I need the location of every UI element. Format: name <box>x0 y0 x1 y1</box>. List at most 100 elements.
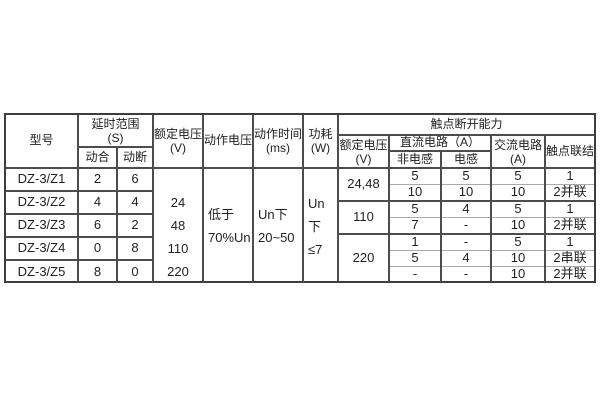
header-rated-voltage-right-unit: (V) <box>355 151 372 166</box>
voltage-group-cell: 110 <box>338 199 389 234</box>
table-row: DZ-3/Z2 4 4 <box>5 190 337 214</box>
header-ac-circuit-unit: (A) <box>510 151 526 166</box>
table-row: 220 1 - 5 1 <box>338 232 595 283</box>
spec-table-left-section: 型号 延时范围 (S) 额定电压 (V) 动作电压 动作时间 (ms) <box>5 114 339 283</box>
rated-voltage-values-cell: 24 48 110 220 <box>152 167 204 283</box>
nc-delay-cell: 2 <box>115 213 154 237</box>
operate-voltage-cell: 低于 70%Un <box>202 167 254 283</box>
contact-connection-cell: 2串联 <box>543 249 595 267</box>
header-delay-range-unit: (S) <box>107 130 124 145</box>
contact-connection-cell: 2并联 <box>543 183 595 201</box>
header-contact-connection: 触点联结 <box>543 134 595 168</box>
voltage-group-cell: 24,48 <box>338 167 389 201</box>
rated-voltage-value: 220 <box>167 264 189 279</box>
relay-spec-table: 型号 延时范围 (S) 额定电压 (V) 动作电压 动作时间 (ms) <box>4 113 596 283</box>
rated-voltage-stack: 24 48 110 220 <box>155 191 202 283</box>
table-row: 24,48 5 5 5 1 <box>338 166 595 201</box>
operate-voltage-line: 70%Un <box>208 230 251 245</box>
header-normally-closed: 动断 <box>115 146 154 168</box>
header-delay-range-label: 延时范围 <box>91 116 140 131</box>
header-contact-breaking-capacity: 触点断开能力 <box>337 114 595 135</box>
operate-time-cell: Un下 20~50 <box>252 167 304 283</box>
dc-inductive-cell: 5 <box>440 166 491 185</box>
header-ac-circuit: 交流电路 (A) <box>490 134 545 168</box>
operate-time-line: 20~50 <box>258 230 295 245</box>
spec-table-right-section: 触点断开能力 额定电压 (V) 直流电路（A） 交流电路 (A) 触点联结 非电… <box>337 114 595 283</box>
rated-voltage-value: 110 <box>167 241 189 256</box>
header-ac-circuit-label: 交流电路 <box>493 137 542 152</box>
rated-voltage-value: 24 <box>170 195 186 210</box>
table-row: DZ-3/Z5 8 0 <box>5 259 337 283</box>
header-dc-circuit: 直流电路（A） <box>388 134 491 151</box>
ac-circuit-cell: 10 <box>490 216 545 234</box>
ac-circuit-cell: 10 <box>490 249 545 267</box>
nc-delay-cell: 8 <box>115 236 154 260</box>
header-operate-time-unit: (ms) <box>266 141 291 155</box>
table-row: DZ-3/Z4 0 8 <box>5 236 337 260</box>
model-cell: DZ-3/Z1 <box>5 167 78 191</box>
operate-voltage-line: 低于 <box>208 207 235 222</box>
no-delay-cell: 8 <box>77 259 117 283</box>
model-cell: DZ-3/Z5 <box>5 259 78 283</box>
dc-inductive-cell: - <box>440 265 491 283</box>
ac-circuit-cell: 10 <box>490 265 545 283</box>
ac-circuit-cell: 5 <box>490 199 545 218</box>
contact-connection-cell: 2并联 <box>543 216 595 234</box>
dc-non-inductive-cell: 7 <box>388 216 441 234</box>
contact-connection-cell: 1 <box>543 232 595 251</box>
header-rated-voltage: 额定电压 (V) <box>152 114 204 168</box>
dc-inductive-cell: - <box>440 216 491 234</box>
table-row: - - 10 2并联 <box>339 265 595 283</box>
table-row: 5 4 10 2串联 <box>339 249 595 267</box>
no-delay-cell: 4 <box>77 190 117 214</box>
model-cell: DZ-3/Z2 <box>5 190 78 214</box>
dc-inductive-cell: 10 <box>440 183 491 201</box>
nc-delay-cell: 4 <box>115 190 154 214</box>
header-operate-voltage: 动作电压 <box>202 114 254 168</box>
header-inductive: 电感 <box>440 150 491 168</box>
contact-connection-cell: 2并联 <box>543 265 595 283</box>
header-model: 型号 <box>5 114 78 168</box>
dc-inductive-cell: 4 <box>440 249 491 267</box>
no-delay-cell: 0 <box>77 236 117 260</box>
header-power-label: 功耗 <box>308 127 333 141</box>
dc-inductive-cell: - <box>440 232 491 251</box>
table-row: DZ-3/Z1 2 6 24 48 110 220 低于 70%Un <box>5 167 338 283</box>
header-power: 功耗 (W) <box>302 114 338 168</box>
table-row: 10 10 10 2并联 <box>339 183 595 201</box>
header-delay-range: 延时范围 (S) <box>76 114 154 147</box>
header-rated-voltage-right-label: 额定电压 <box>339 137 388 152</box>
dc-non-inductive-cell: 5 <box>388 166 441 185</box>
header-rated-voltage-label: 额定电压 <box>154 127 203 141</box>
table-row: DZ-3/Z3 6 2 <box>5 213 337 237</box>
ac-circuit-cell: 5 <box>490 166 545 185</box>
header-normally-open: 动合 <box>77 146 117 168</box>
header-operate-time-label: 动作时间 <box>254 127 303 141</box>
right-table: 触点断开能力 额定电压 (V) 直流电路（A） 交流电路 (A) 触点联结 非电… <box>337 114 595 283</box>
operate-time-line: Un下 <box>258 207 288 222</box>
nc-delay-cell: 6 <box>115 167 154 191</box>
header-operate-time: 动作时间 (ms) <box>252 114 304 168</box>
contact-connection-cell: 1 <box>543 199 595 218</box>
contact-connection-cell: 1 <box>543 166 595 185</box>
ac-circuit-cell: 5 <box>490 232 545 251</box>
model-cell: DZ-3/Z3 <box>5 213 78 237</box>
nc-delay-cell: 0 <box>115 259 154 283</box>
header-rated-voltage-unit: (V) <box>170 141 187 155</box>
model-cell: DZ-3/Z4 <box>5 236 78 260</box>
voltage-group-cell: 220 <box>338 232 389 283</box>
header-rated-voltage-right: 额定电压 (V) <box>338 134 389 168</box>
no-delay-cell: 6 <box>77 213 117 237</box>
no-delay-cell: 2 <box>77 167 117 191</box>
power-line: Un下 <box>308 195 325 234</box>
power-cell: Un下 ≤7 <box>302 167 338 283</box>
header-power-unit: (W) <box>310 141 331 155</box>
dc-non-inductive-cell: 5 <box>388 249 441 267</box>
power-line: ≤7 <box>308 241 323 257</box>
ac-circuit-cell: 10 <box>490 183 545 201</box>
header-non-inductive: 非电感 <box>388 150 441 168</box>
dc-non-inductive-cell: - <box>388 265 441 283</box>
table-row: 7 - 10 2并联 <box>339 216 595 234</box>
dc-non-inductive-cell: 5 <box>388 199 441 218</box>
